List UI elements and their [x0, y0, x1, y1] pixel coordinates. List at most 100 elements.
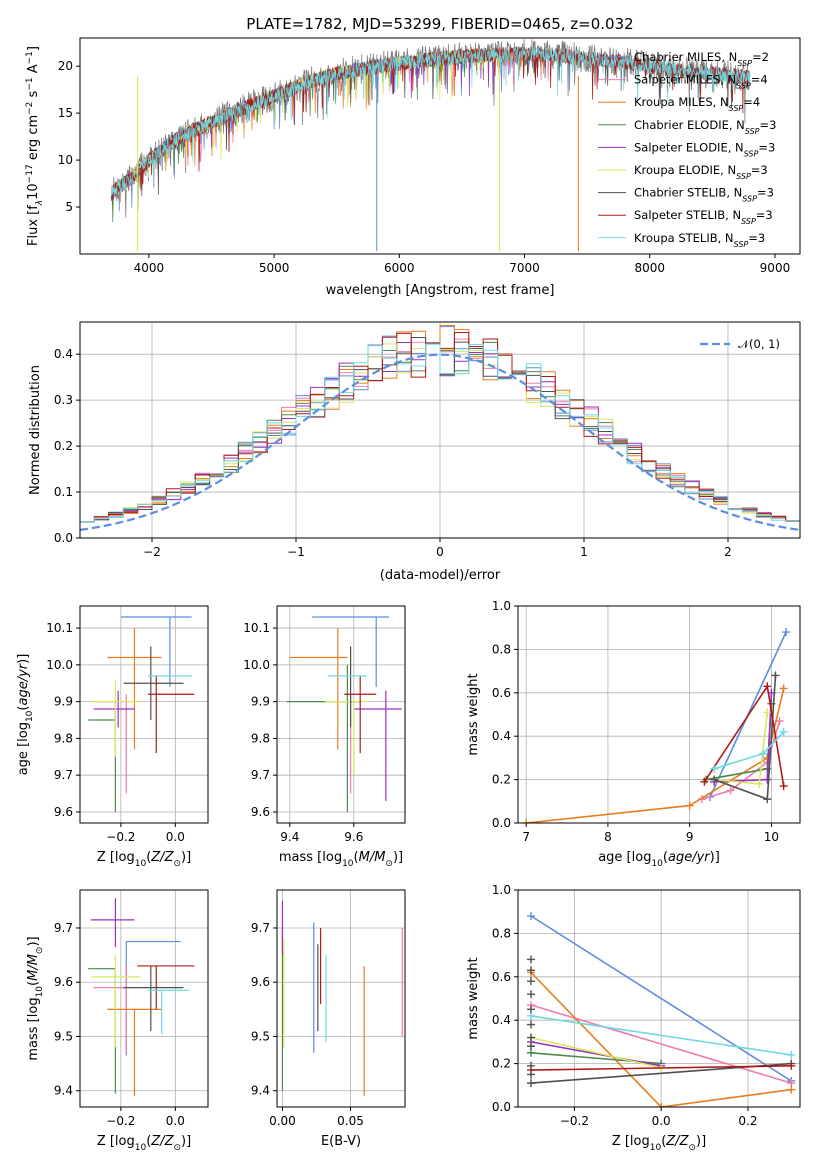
- legend-entry-salpeter-miles: Salpeter MILES, NSSP=4: [634, 73, 768, 91]
- point-marker-chabrier-stelib: [771, 671, 780, 680]
- y-tick-label: 0.4: [54, 347, 73, 361]
- x-tick-label: 0.05: [337, 1114, 364, 1128]
- point-marker-salpeter-stelib: [700, 777, 709, 786]
- x-tick-label: −2: [143, 545, 161, 559]
- plot-area: [522, 628, 791, 823]
- series-line-kroupa-miles: [530, 971, 792, 1107]
- plot-area: [88, 898, 195, 1097]
- panel-mass-vs-ebv: 0.00 0.05 9.4 9.5 9.6 9.7: [251, 889, 406, 1128]
- x-tick-label: 0: [436, 545, 444, 559]
- legend-entry-chabrier-miles: Chabrier MILES, NSSP=2: [634, 50, 769, 68]
- y-axis-label: Flux [fλ10−17 erg cm−2 s−1 A−1]: [25, 46, 45, 246]
- point-marker-chabrier-miles: [527, 912, 536, 921]
- axes-frame: [79, 37, 801, 255]
- series-line-kroupa-miles: [526, 688, 785, 823]
- x-tick-label: 0.00: [269, 1114, 296, 1128]
- x-tick-label: −0.2: [106, 830, 135, 844]
- axes-frame: [79, 605, 209, 824]
- point-marker-kroupa-miles: [787, 1085, 796, 1094]
- series-line-kroupa-stelib: [530, 1015, 792, 1056]
- y-tick-label: 0.2: [54, 439, 73, 453]
- x-tick-label: 0.2: [738, 1114, 757, 1128]
- point-marker-salpeter-stelib: [787, 1061, 796, 1070]
- x-tick-label: 2: [724, 545, 732, 559]
- y-tick-label: 1.0: [492, 883, 511, 897]
- y-tick-label: 0.2: [492, 773, 511, 787]
- y-axis-label: age [log10(age/yr)]: [16, 654, 35, 776]
- panel-residuals: −2 −1 0 1 2 0.0 0.1 0.2 0.3 0.4 𝒩(0, 1) (data-model…: [28, 321, 801, 583]
- y-tick-label: 0.0: [492, 1100, 511, 1114]
- series-line-salpeter-stelib: [530, 1065, 792, 1071]
- x-tick-label: 5000: [259, 261, 290, 275]
- y-tick-label: 0.4: [492, 1013, 511, 1027]
- plot-area: [110, 39, 751, 252]
- point-marker-salpeter-stelib: [763, 682, 772, 691]
- legend-entry-normal: 𝒩(0, 1): [738, 337, 780, 351]
- panel-weight-vs-Z: −0.2 0.0 0.2 0.0 0.2 0.4 0.6 0.8 1.0 Z [log10(Z/Z…: [466, 883, 801, 1153]
- y-axis-label: mass [log10(M/M⊙)]: [26, 936, 45, 1060]
- point-marker-chabrier-stelib: [710, 775, 719, 784]
- legend-entry-kroupa-stelib: Kroupa STELIB, NSSP=3: [634, 231, 765, 249]
- point-marker-salpeter-elodie: [763, 775, 772, 784]
- point-marker-kroupa-stelib: [710, 764, 719, 773]
- x-tick-label: 10: [764, 830, 779, 844]
- y-tick-label: 0.8: [492, 642, 511, 656]
- point-marker-kroupa-stelib: [787, 1050, 796, 1059]
- axes-frame: [79, 889, 209, 1108]
- y-tick-label: 9.4: [251, 1084, 270, 1098]
- y-tick-label: 9.8: [54, 731, 73, 745]
- y-tick-label: 9.5: [251, 1029, 270, 1043]
- y-tick-label: 0.4: [492, 729, 511, 743]
- stacked-point-marker: [527, 1070, 536, 1079]
- y-tick-label: 10.1: [46, 621, 73, 635]
- legend-entry-chabrier-elodie: Chabrier ELODIE, NSSP=3: [634, 118, 776, 136]
- axes-frame: [517, 605, 801, 824]
- y-tick-label: 9.6: [54, 805, 73, 819]
- x-tick-label: 0.0: [166, 1114, 185, 1128]
- x-tick-label: 9.4: [280, 830, 299, 844]
- x-axis-label: Z [log10(Z/Z⊙)]: [612, 1134, 706, 1153]
- y-tick-label: 9.7: [54, 921, 73, 935]
- x-axis-label: Z [log10(Z/Z⊙)]: [97, 850, 191, 869]
- y-tick-label: 9.6: [251, 805, 270, 819]
- y-tick-label: 9.8: [251, 731, 270, 745]
- stacked-point-marker: [527, 990, 536, 999]
- y-axis-label: Normed distribution: [28, 365, 43, 495]
- x-tick-label: 8000: [634, 261, 665, 275]
- y-tick-label: 5: [65, 200, 73, 214]
- stacked-point-marker: [527, 1042, 536, 1051]
- x-tick-label: −1: [287, 545, 305, 559]
- plot-area: [281, 900, 403, 1097]
- x-axis-label: Z [log10(Z/Z⊙)]: [97, 1134, 191, 1153]
- stacked-point-marker: [527, 955, 536, 964]
- x-tick-label: 1: [580, 545, 588, 559]
- y-tick-label: 0.2: [492, 1057, 511, 1071]
- y-tick-label: 9.9: [54, 695, 73, 709]
- panel-age-vs-mass: 9.4 9.6 9.6 9.7 9.8 9.9 10.0 10.1 mass [log10(M/…: [243, 605, 406, 869]
- x-tick-label: 8: [604, 830, 612, 844]
- y-axis-label: mass weight: [466, 957, 481, 1039]
- y-tick-label: 10.1: [243, 621, 270, 635]
- x-tick-label: 7: [522, 830, 530, 844]
- y-tick-label: 0.0: [492, 816, 511, 830]
- grid: [277, 890, 405, 1107]
- stacked-point-marker: [527, 977, 536, 986]
- y-tick-label: 0.1: [54, 485, 73, 499]
- axes-frame: [517, 889, 801, 1108]
- y-tick-label: 0.3: [54, 393, 73, 407]
- grid: [518, 889, 800, 1108]
- axes-frame: [79, 321, 801, 539]
- point-marker-kroupa-elodie: [763, 708, 772, 717]
- axes-frame: [276, 889, 406, 1108]
- y-axis-label: mass weight: [466, 673, 481, 755]
- panel-age-vs-Z: −0.2 0.0 9.6 9.7 9.8 9.9 10.0 10.1 Z [log10(Z/Z⊙…: [16, 605, 209, 869]
- x-tick-label: 0.0: [166, 830, 185, 844]
- stacked-point-marker: [527, 1033, 536, 1042]
- x-axis-label: (data-model)/error: [380, 568, 501, 583]
- legend-entry-kroupa-miles: Kroupa MILES, NSSP=4: [634, 95, 760, 113]
- y-tick-label: 9.5: [54, 1029, 73, 1043]
- panel-weight-vs-age: 7 8 9 10 0.0 0.2 0.4 0.6 0.8 1.0 age [log10(age/yr…: [466, 599, 801, 869]
- point-marker-kroupa-miles: [657, 1103, 666, 1107]
- y-tick-label: 9.6: [54, 975, 73, 989]
